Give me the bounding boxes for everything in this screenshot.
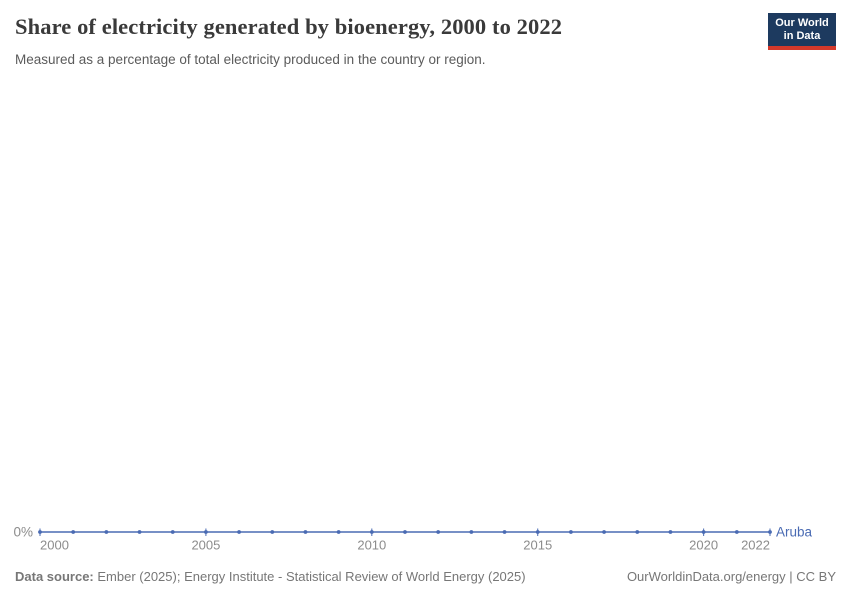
data-point[interactable] (104, 530, 109, 534)
data-point[interactable] (204, 530, 208, 534)
data-point[interactable] (502, 530, 507, 534)
chart-title: Share of electricity generated by bioene… (15, 14, 563, 39)
data-point[interactable] (569, 530, 573, 534)
data-point[interactable] (602, 530, 606, 534)
x-axis-tick-label: 2020 (689, 538, 718, 553)
chart-footer: Data source: Ember (2025); Energy Instit… (15, 569, 836, 584)
data-point[interactable] (535, 530, 540, 534)
data-point[interactable] (701, 530, 706, 534)
data-point[interactable] (369, 530, 374, 534)
data-point[interactable] (403, 530, 407, 534)
data-point[interactable] (668, 530, 673, 534)
data-point[interactable] (71, 530, 76, 534)
data-point[interactable] (137, 530, 142, 534)
data-point[interactable] (336, 530, 341, 534)
data-point[interactable] (170, 530, 175, 534)
data-point[interactable] (237, 530, 241, 534)
owid-logo-line1: Our World (775, 16, 829, 29)
owid-logo[interactable]: Our World in Data (768, 13, 836, 50)
data-source-note: Data source: Ember (2025); Energy Instit… (15, 569, 526, 584)
chart-subtitle: Measured as a percentage of total electr… (15, 52, 486, 67)
owid-logo-line2: in Data (783, 29, 821, 42)
data-source-text: Ember (2025); Energy Institute - Statist… (93, 569, 526, 584)
x-axis-tick-label: 2022 (741, 538, 770, 553)
x-axis-tick-label: 2010 (357, 538, 386, 553)
data-point[interactable] (469, 530, 474, 534)
y-axis-tick-label: 0% (13, 525, 33, 540)
x-axis-tick-label: 2000 (40, 538, 69, 553)
data-source-label: Data source: (15, 569, 94, 584)
data-point[interactable] (436, 530, 441, 534)
x-axis-tick-label: 2015 (523, 538, 552, 553)
data-point[interactable] (38, 530, 42, 534)
license-link[interactable]: OurWorldinData.org/energy | CC BY (626, 569, 836, 584)
data-point[interactable] (734, 530, 739, 534)
data-point[interactable] (768, 530, 772, 534)
data-point[interactable] (303, 530, 308, 534)
data-point[interactable] (635, 530, 640, 534)
data-point[interactable] (270, 530, 275, 534)
x-axis-tick-label: 2005 (191, 538, 220, 553)
entity-label[interactable]: Aruba (776, 525, 813, 540)
